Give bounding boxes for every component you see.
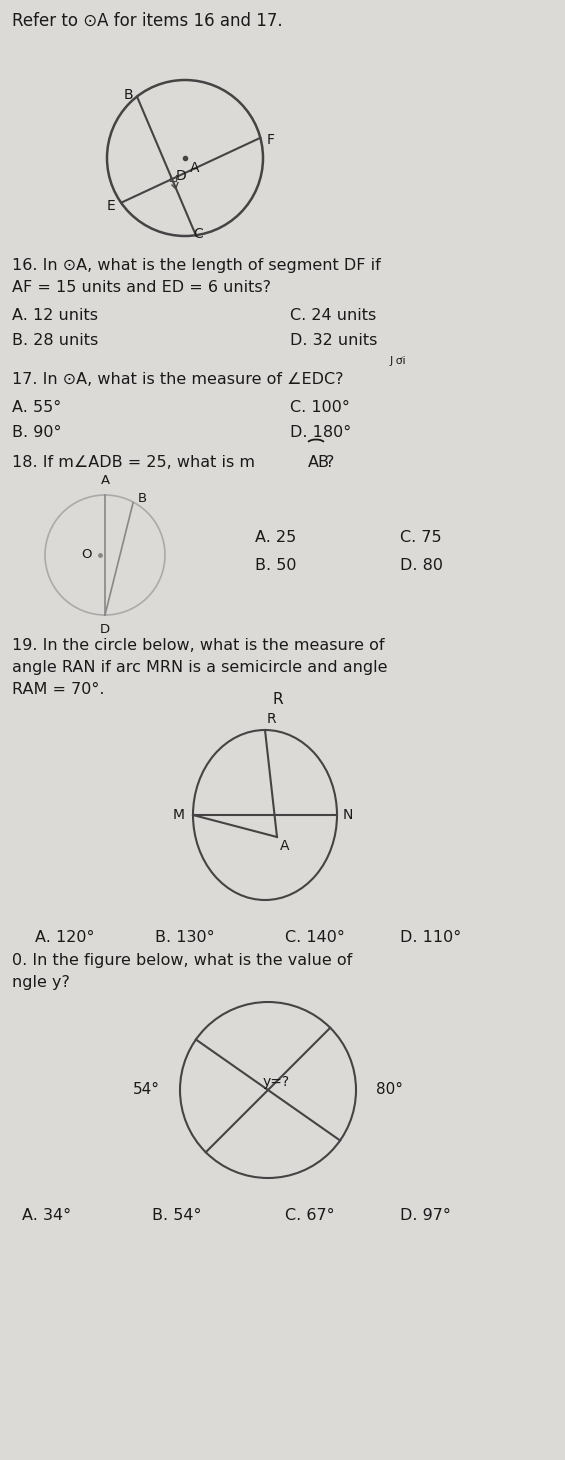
Text: 80°: 80°: [376, 1082, 403, 1098]
Text: B. 28 units: B. 28 units: [12, 333, 98, 347]
Text: E: E: [106, 199, 115, 213]
Text: B. 90°: B. 90°: [12, 425, 62, 439]
Text: D: D: [176, 169, 187, 182]
Text: A. 12 units: A. 12 units: [12, 308, 98, 323]
Text: D. 97°: D. 97°: [400, 1207, 451, 1223]
Text: O: O: [81, 549, 92, 562]
Text: 0. In the figure below, what is the value of: 0. In the figure below, what is the valu…: [12, 953, 352, 968]
Text: R: R: [267, 712, 277, 726]
Text: N: N: [343, 807, 353, 822]
Text: B. 50: B. 50: [255, 558, 297, 572]
Text: A. 120°: A. 120°: [35, 930, 94, 945]
Text: C. 24 units: C. 24 units: [290, 308, 376, 323]
Text: A: A: [280, 839, 289, 853]
Text: C. 100°: C. 100°: [290, 400, 350, 415]
Text: A. 34°: A. 34°: [22, 1207, 71, 1223]
Text: B: B: [123, 88, 133, 102]
Text: ?: ?: [326, 456, 334, 470]
Text: A. 25: A. 25: [255, 530, 296, 545]
Text: D. 32 units: D. 32 units: [290, 333, 377, 347]
Text: D. 110°: D. 110°: [400, 930, 461, 945]
Text: C. 75: C. 75: [400, 530, 442, 545]
Text: angle RAN if arc MRN is a semicircle and angle: angle RAN if arc MRN is a semicircle and…: [12, 660, 388, 675]
Text: C. 140°: C. 140°: [285, 930, 345, 945]
Text: y=?: y=?: [262, 1075, 289, 1089]
Text: A. 55°: A. 55°: [12, 400, 61, 415]
Text: D: D: [100, 623, 110, 637]
Text: 18. If m∠ADB = 25, what is m: 18. If m∠ADB = 25, what is m: [12, 456, 260, 470]
Text: Refer to ⊙A for items 16 and 17.: Refer to ⊙A for items 16 and 17.: [12, 12, 282, 31]
Text: 16. In ⊙A, what is the length of segment DF if: 16. In ⊙A, what is the length of segment…: [12, 258, 381, 273]
Text: A: A: [190, 161, 199, 175]
Text: 17. In ⊙A, what is the measure of ∠EDC?: 17. In ⊙A, what is the measure of ∠EDC?: [12, 372, 344, 387]
Text: D. 180°: D. 180°: [290, 425, 351, 439]
Text: RAM = 70°.: RAM = 70°.: [12, 682, 105, 696]
Text: 54°: 54°: [133, 1082, 160, 1098]
Text: C. 67°: C. 67°: [285, 1207, 334, 1223]
Text: A: A: [101, 474, 110, 488]
Text: ngle y?: ngle y?: [12, 975, 70, 990]
Text: R: R: [273, 692, 284, 707]
Text: F: F: [266, 133, 275, 147]
Text: J ơi: J ơi: [390, 356, 407, 366]
Text: 19. In the circle below, what is the measure of: 19. In the circle below, what is the mea…: [12, 638, 385, 653]
Text: AB: AB: [308, 456, 330, 470]
Text: AF = 15 units and ED = 6 units?: AF = 15 units and ED = 6 units?: [12, 280, 271, 295]
Text: M: M: [173, 807, 185, 822]
Text: B. 130°: B. 130°: [155, 930, 215, 945]
Text: C: C: [193, 228, 203, 241]
Text: B. 54°: B. 54°: [152, 1207, 202, 1223]
Text: B: B: [138, 492, 147, 505]
Text: D. 80: D. 80: [400, 558, 443, 572]
